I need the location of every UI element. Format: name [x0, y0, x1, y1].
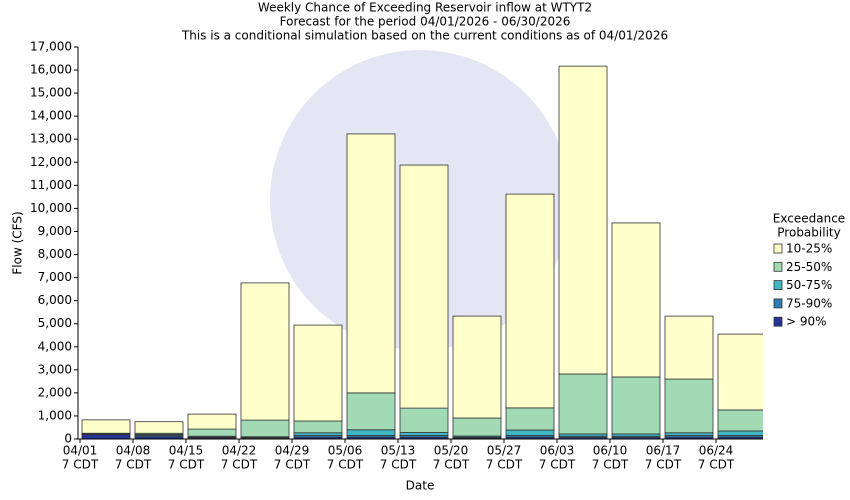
chart-annotation: This is a conditional simulation based o… — [181, 29, 668, 43]
y-tick-label: 14,000 — [30, 109, 72, 123]
x-tick-label: 04/29 — [275, 444, 310, 458]
bar-segment — [81, 419, 131, 434]
bar-segment — [664, 315, 714, 380]
bar-segment — [717, 430, 763, 436]
y-tick-label: 3,000 — [38, 362, 72, 376]
bar-segment — [611, 222, 661, 378]
x-tick-label: 7 CDT — [327, 458, 364, 472]
x-tick-label: 7 CDT — [274, 458, 311, 472]
legend-swatch — [773, 243, 783, 254]
x-tick-label: 7 CDT — [539, 458, 576, 472]
y-tick-label: 12,000 — [30, 155, 72, 169]
y-tick-label: 17,000 — [30, 40, 72, 54]
x-tick-label: 7 CDT — [168, 458, 205, 472]
x-tick-label: 7 CDT — [486, 458, 523, 472]
bar-segment — [399, 407, 449, 433]
x-tick-label: 04/08 — [116, 444, 151, 458]
bar-segment — [399, 164, 449, 409]
bar-segment — [452, 417, 502, 437]
bar-segment — [664, 432, 714, 436]
x-tick-label: 06/03 — [540, 444, 575, 458]
bar-segment — [611, 376, 661, 435]
x-tick-label: 06/24 — [699, 444, 734, 458]
bar-segment — [558, 373, 608, 435]
y-tick-label: 0 — [64, 432, 72, 446]
y-tick-label: 15,000 — [30, 86, 72, 100]
y-axis-label: Flow (CFS) — [11, 211, 25, 274]
x-tick-label: 7 CDT — [221, 458, 258, 472]
legend-label: 10-25% — [786, 242, 832, 256]
bar-segment — [452, 315, 502, 419]
bar-segment — [346, 392, 396, 431]
x-tick-label: 7 CDT — [433, 458, 470, 472]
x-tick-label: 05/20 — [434, 444, 469, 458]
plot-area — [81, 65, 763, 440]
legend-swatch — [773, 316, 783, 327]
x-tick-label: 7 CDT — [645, 458, 682, 472]
bar-segment — [717, 409, 763, 432]
x-tick-label: 06/17 — [646, 444, 681, 458]
bar-segment — [505, 429, 555, 436]
legend-label: 25-50% — [786, 260, 832, 274]
bar-segment — [505, 407, 555, 431]
x-tick-label: 7 CDT — [62, 458, 99, 472]
y-tick-label: 16,000 — [30, 63, 72, 77]
y-tick-label: 6,000 — [38, 293, 72, 307]
legend-label: 50-75% — [786, 278, 832, 292]
x-tick-label: 04/22 — [222, 444, 257, 458]
bar-segment — [346, 133, 396, 394]
bar-segment — [81, 433, 131, 440]
legend-label: > 90% — [786, 315, 827, 329]
bar-segment — [505, 193, 555, 409]
legend-label: 75-90% — [786, 296, 832, 310]
bar-segment — [240, 419, 290, 438]
y-tick-label: 9,000 — [38, 224, 72, 238]
legend-swatch — [773, 261, 783, 272]
bar-segment — [240, 282, 290, 421]
x-tick-label: 05/27 — [487, 444, 522, 458]
legend-swatch — [773, 280, 783, 291]
bar-segment — [187, 428, 237, 437]
legend-title: Probability — [777, 226, 840, 240]
x-tick-label: 7 CDT — [592, 458, 629, 472]
bar-segment — [293, 432, 343, 436]
bar-segment — [293, 324, 343, 422]
y-tick-label: 5,000 — [38, 316, 72, 330]
legend-swatch — [773, 298, 783, 309]
x-tick-label: 7 CDT — [115, 458, 152, 472]
y-tick-label: 8,000 — [38, 247, 72, 261]
y-tick-label: 2,000 — [38, 385, 72, 399]
x-tick-label: 7 CDT — [380, 458, 417, 472]
x-tick-label: 05/06 — [328, 444, 363, 458]
legend-title: Exceedance — [773, 212, 845, 226]
bar-segment — [187, 413, 237, 430]
x-tick-label: 05/13 — [381, 444, 416, 458]
bar-segment — [346, 429, 396, 436]
bar-segment — [134, 421, 184, 434]
x-axis-label: Date — [406, 479, 435, 493]
y-tick-label: 4,000 — [38, 339, 72, 353]
chart-subtitle: Forecast for the period 04/01/2026 - 06/… — [280, 15, 571, 29]
x-tick-label: 04/15 — [169, 444, 204, 458]
y-tick-label: 7,000 — [38, 270, 72, 284]
x-tick-label: 06/10 — [593, 444, 628, 458]
bar-segment — [399, 432, 449, 436]
y-tick-label: 1,000 — [38, 408, 72, 422]
bar-segment — [717, 333, 763, 411]
x-tick-label: 7 CDT — [698, 458, 735, 472]
bar-segment — [558, 65, 608, 375]
y-tick-label: 11,000 — [30, 178, 72, 192]
y-tick-label: 10,000 — [30, 201, 72, 215]
bar-segment — [293, 420, 343, 434]
x-tick-label: 04/01 — [63, 444, 98, 458]
bar-segment — [664, 378, 714, 434]
y-tick-label: 13,000 — [30, 132, 72, 146]
chart-title: Weekly Chance of Exceeding Reservoir inf… — [258, 1, 592, 15]
